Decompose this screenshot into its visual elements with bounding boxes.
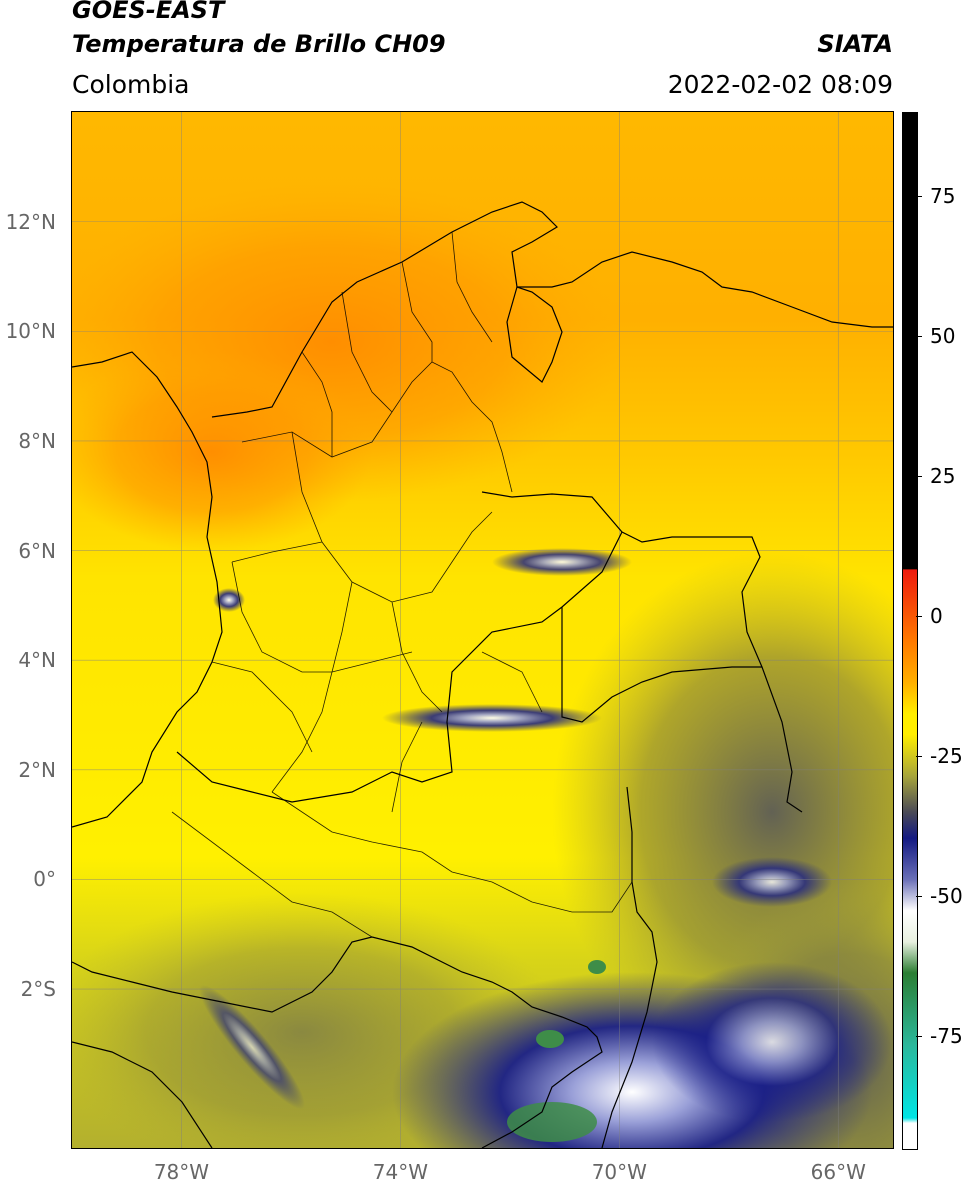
colorbar-tick xyxy=(916,1036,922,1037)
colorbar-tick-label: 25 xyxy=(930,464,956,488)
lon-tick-label: 74°W xyxy=(372,1160,429,1184)
colorbar-tick xyxy=(916,196,922,197)
colorbar-tick xyxy=(916,336,922,337)
colorbar-tick-label: 75 xyxy=(930,184,956,208)
map-area xyxy=(72,112,893,1148)
lat-tick-label: 6°N xyxy=(18,538,56,563)
lon-tick-label: 66°W xyxy=(810,1160,866,1184)
colorbar-tick xyxy=(916,896,922,897)
organization-label: SIATA xyxy=(817,30,893,58)
title-line2: Temperatura de Brillo CH09 xyxy=(72,30,446,58)
lat-tick-label: 4°N xyxy=(18,648,56,673)
lat-tick-label: 10°N xyxy=(5,319,56,344)
title-line1: GOES-EAST xyxy=(72,0,225,24)
lon-tick-label: 70°W xyxy=(591,1160,647,1184)
colorbar-tick xyxy=(916,616,922,617)
datetime-label: 2022-02-02 08:09 xyxy=(667,70,893,99)
lat-tick-label: 2°S xyxy=(20,977,56,1002)
lat-tick-label: 2°N xyxy=(18,757,56,782)
colorbar-tick-label: -75 xyxy=(930,1024,963,1048)
colorbar-tick-label: -50 xyxy=(930,884,963,908)
country-borders xyxy=(72,201,893,1148)
colorbar xyxy=(902,112,918,1150)
lon-tick-label: 78°W xyxy=(153,1160,210,1184)
map-gridlines xyxy=(72,112,893,1148)
lat-tick-label: 0° xyxy=(33,867,56,892)
lat-tick-label: 12°N xyxy=(5,209,56,234)
department-borders xyxy=(171,231,633,938)
colorbar-tick xyxy=(916,476,922,477)
region-subtitle: Colombia xyxy=(72,70,190,99)
satellite-map xyxy=(72,112,893,1148)
colorbar-tick-label: 50 xyxy=(930,324,956,348)
lat-tick-label: 8°N xyxy=(18,428,56,453)
colorbar-tick-label: 0 xyxy=(930,604,943,628)
colorbar-tick-label: -25 xyxy=(930,744,963,768)
colorbar-tick xyxy=(916,756,922,757)
